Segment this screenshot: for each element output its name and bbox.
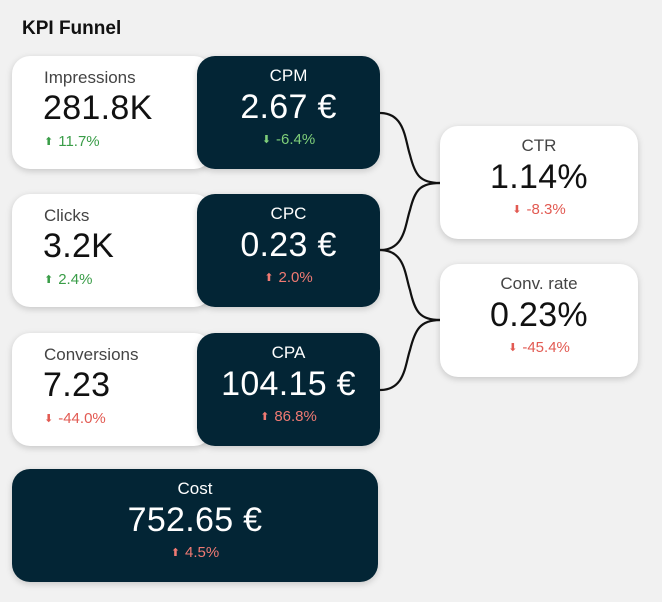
cpa-delta-text: 86.8% — [274, 408, 317, 425]
conversions-delta-text: -44.0% — [58, 410, 106, 427]
connector-cpc-convrate — [378, 248, 442, 322]
cpc-delta-text: 2.0% — [278, 269, 313, 286]
clicks-delta-text: 2.4% — [58, 271, 93, 288]
conv-rate-delta-text: -45.4% — [522, 339, 570, 356]
cpm-card: CPM 2.67 € ⬇ -6.4% — [197, 56, 380, 169]
cpc-delta: ⬆ 2.0% — [197, 269, 380, 286]
arrow-down-icon: ⬇ — [44, 413, 54, 425]
cpm-label: CPM — [269, 66, 308, 85]
page-title: KPI Funnel — [22, 18, 122, 39]
connector-cpm-ctr — [378, 111, 442, 185]
cost-label: Cost — [177, 479, 213, 498]
cpc-value: 0.23 € — [240, 226, 337, 264]
impressions-delta: ⬆ 11.7% — [44, 133, 100, 150]
impressions-label: Impressions — [44, 68, 136, 87]
impressions-card: Impressions 281.8K ⬆ 11.7% — [12, 56, 212, 169]
cpc-card: CPC 0.23 € ⬆ 2.0% — [197, 194, 380, 307]
cpa-label: CPA — [271, 343, 306, 362]
cost-delta-text: 4.5% — [185, 544, 220, 561]
conv-rate-label: Conv. rate — [500, 274, 578, 293]
arrow-down-icon: ⬇ — [508, 342, 518, 354]
cpm-delta-text: -6.4% — [276, 131, 316, 148]
clicks-delta: ⬆ 2.4% — [44, 271, 92, 288]
impressions-value: 281.8K — [43, 89, 153, 127]
connector-cpa-convrate — [378, 318, 442, 392]
conversions-card: Conversions 7.23 ⬇ -44.0% — [12, 333, 212, 446]
conversions-value: 7.23 — [43, 366, 111, 404]
arrow-up-icon: ⬆ — [260, 411, 270, 423]
ctr-label: CTR — [521, 136, 557, 155]
conv-rate-delta: ⬇ -45.4% — [440, 339, 638, 356]
cpc-label: CPC — [270, 204, 307, 223]
cpm-delta: ⬇ -6.4% — [197, 131, 380, 148]
conversions-delta: ⬇ -44.0% — [44, 410, 106, 427]
ctr-delta: ⬇ -8.3% — [440, 201, 638, 218]
cost-delta: ⬆ 4.5% — [12, 544, 378, 561]
cpa-value: 104.15 € — [221, 365, 356, 403]
ctr-delta-text: -8.3% — [526, 201, 566, 218]
cost-card: Cost 752.65 € ⬆ 4.5% — [12, 469, 378, 582]
arrow-down-icon: ⬇ — [261, 134, 272, 146]
conversions-label: Conversions — [44, 345, 139, 364]
cost-value: 752.65 € — [127, 501, 263, 539]
cpa-card: CPA 104.15 € ⬆ 86.8% — [197, 333, 380, 446]
ctr-value: 1.14% — [490, 158, 588, 196]
arrow-up-icon: ⬆ — [44, 136, 54, 148]
cpa-delta: ⬆ 86.8% — [197, 408, 380, 425]
arrow-up-icon: ⬆ — [264, 272, 274, 284]
clicks-card: Clicks 3.2K ⬆ 2.4% — [12, 194, 212, 307]
connector-cpc-ctr — [378, 181, 442, 252]
arrow-down-icon: ⬇ — [512, 204, 522, 216]
clicks-value: 3.2K — [43, 227, 115, 265]
conv-rate-card: Conv. rate 0.23% ⬇ -45.4% — [440, 264, 638, 377]
arrow-up-icon: ⬆ — [44, 274, 54, 286]
ctr-card: CTR 1.14% ⬇ -8.3% — [440, 126, 638, 239]
cpm-value: 2.67 € — [240, 88, 337, 126]
clicks-label: Clicks — [44, 206, 90, 225]
conv-rate-value: 0.23% — [490, 296, 588, 334]
arrow-up-icon: ⬆ — [170, 547, 180, 559]
impressions-delta-text: 11.7% — [58, 133, 100, 150]
